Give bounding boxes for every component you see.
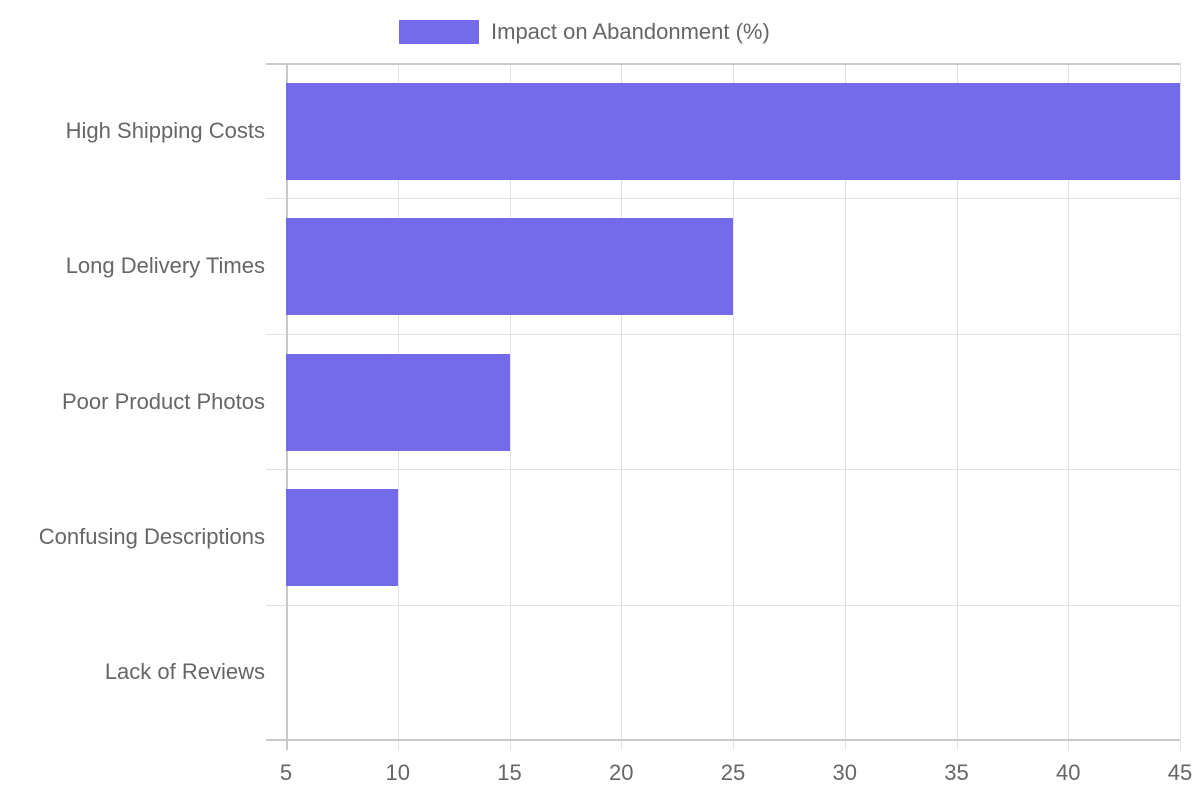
x-axis-tick-label: 15: [497, 760, 522, 785]
axis-bottom: [266, 739, 1180, 741]
y-axis-label: Confusing Descriptions: [38, 523, 265, 549]
h-gridline: [266, 334, 1180, 335]
chart-legend[interactable]: Impact on Abandonment (%): [399, 19, 770, 44]
axis-top: [266, 63, 1180, 65]
v-gridline: [1180, 63, 1181, 750]
plot-area: [266, 63, 1181, 750]
v-gridline: [733, 63, 734, 750]
y-axis-label: Lack of Reviews: [104, 659, 265, 685]
bar[interactable]: [286, 354, 510, 451]
x-axis-tick-label: 45: [1167, 760, 1193, 785]
bar[interactable]: [286, 489, 398, 586]
legend-label: Impact on Abandonment (%): [491, 19, 770, 44]
v-gridline: [621, 63, 623, 750]
legend-swatch: [399, 20, 479, 44]
x-axis-tick-label: 40: [1056, 760, 1081, 785]
h-gridline: [266, 198, 1180, 199]
bar[interactable]: [286, 218, 733, 315]
y-axis-label: Poor Product Photos: [61, 388, 265, 414]
y-axis-label: Long Delivery Times: [65, 253, 265, 279]
y-axis-label: High Shipping Costs: [65, 117, 265, 143]
x-axis-tick-label: 30: [832, 760, 857, 785]
x-axis-tick-label: 10: [385, 760, 410, 785]
x-axis-tick-label: 35: [944, 760, 969, 785]
v-gridline: [509, 63, 511, 750]
h-gridline: [266, 469, 1180, 470]
v-gridline: [1068, 63, 1070, 750]
x-axis-tick-label: 20: [609, 760, 634, 785]
x-axis-tick-label: 5: [279, 760, 293, 785]
v-gridline: [956, 63, 958, 750]
h-gridline: [266, 605, 1180, 606]
bar[interactable]: [286, 83, 1180, 180]
v-gridline: [844, 63, 846, 750]
x-axis-tick-label: 25: [720, 760, 746, 785]
